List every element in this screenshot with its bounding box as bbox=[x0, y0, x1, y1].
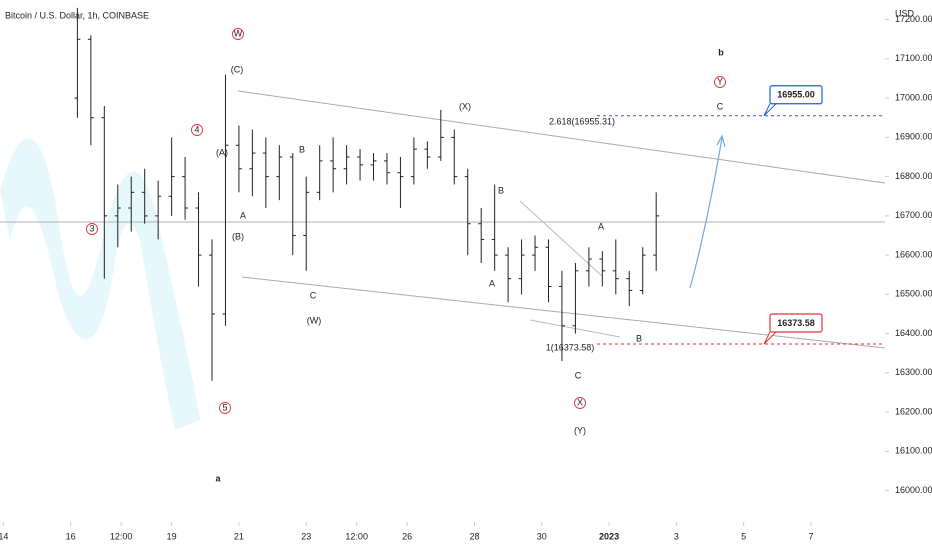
x-tick-label: 12:00 bbox=[110, 531, 133, 541]
level-pointer bbox=[763, 331, 777, 345]
x-tick-label: 28 bbox=[469, 531, 479, 541]
x-tick-label: 30 bbox=[537, 531, 547, 541]
level-label: 16955.00 bbox=[777, 90, 815, 100]
y-tick-label: 16700.00 bbox=[895, 210, 932, 220]
x-tick-label: 2023 bbox=[599, 531, 619, 541]
y-tick-label: 16800.00 bbox=[895, 171, 932, 181]
y-tick-label: 16500.00 bbox=[895, 289, 932, 299]
bars bbox=[74, 7, 660, 381]
x-tick-label: 26 bbox=[402, 531, 412, 541]
wave-label: 4 bbox=[194, 124, 199, 134]
level-pointer bbox=[763, 103, 777, 117]
x-tick-label: 3 bbox=[674, 531, 679, 541]
y-tick-label: 16200.00 bbox=[895, 406, 932, 416]
annotations: W 4 3 5 Y X (C) (A) (B) (W) (X) (Y) B A … bbox=[89, 28, 724, 483]
y-tick-label: 16600.00 bbox=[895, 249, 932, 259]
y-tick-label: 16900.00 bbox=[895, 132, 932, 142]
wave-label: C bbox=[575, 370, 582, 380]
wave-circle bbox=[574, 397, 586, 409]
wave-label: (Y) bbox=[574, 425, 586, 435]
y-tick-label: 17000.00 bbox=[895, 92, 932, 102]
wave-label: (W) bbox=[307, 315, 322, 325]
wave-label: (A) bbox=[216, 147, 228, 157]
fib-label: 2.618(16955.31) bbox=[549, 116, 615, 126]
y-tick-label: 17100.00 bbox=[895, 53, 932, 63]
y-tick-label: 16400.00 bbox=[895, 328, 932, 338]
x-tick-label: 12:00 bbox=[345, 531, 368, 541]
wave-label: (C) bbox=[231, 64, 244, 74]
level-label: 16373.58 bbox=[777, 318, 815, 328]
wave-label: X bbox=[577, 397, 583, 407]
trend-line bbox=[519, 200, 603, 277]
wave-label: A bbox=[489, 278, 495, 288]
wave-label: (X) bbox=[459, 101, 471, 111]
fib-label: 1(16373.58) bbox=[546, 342, 595, 352]
wave-label: B bbox=[636, 333, 642, 343]
y-tick-label: 17200.00 bbox=[895, 14, 932, 24]
y-tick-label: 16100.00 bbox=[895, 446, 932, 456]
wave-label: C bbox=[717, 101, 724, 111]
x-tick-label: 23 bbox=[301, 531, 311, 541]
x-tick-label: 16 bbox=[66, 531, 76, 541]
level-box bbox=[769, 85, 823, 105]
wave-label: B bbox=[498, 185, 504, 195]
wave-label: 5 bbox=[222, 402, 227, 412]
y-axis-label: USD bbox=[895, 8, 915, 18]
wave-label: Y bbox=[717, 76, 723, 86]
channel-upper bbox=[237, 90, 886, 184]
wave-label: 3 bbox=[89, 223, 94, 233]
wave-label: a bbox=[215, 473, 221, 483]
x-tick-label: 19 bbox=[167, 531, 177, 541]
wave-label: A bbox=[240, 210, 246, 220]
x-tick-label: 7 bbox=[808, 531, 813, 541]
wave-circle bbox=[232, 28, 244, 40]
projection-arrow bbox=[689, 137, 723, 289]
wave-label: b bbox=[718, 47, 724, 57]
wave-circle bbox=[714, 76, 726, 88]
wave-circle bbox=[86, 223, 98, 235]
wave-circle bbox=[191, 124, 203, 136]
y-tick-label: 16000.00 bbox=[895, 485, 932, 495]
x-tick-label: 5 bbox=[741, 531, 746, 541]
wave-label: W bbox=[234, 28, 243, 38]
level-box bbox=[769, 313, 823, 333]
arrow-head bbox=[716, 134, 726, 148]
wave-circle bbox=[219, 402, 231, 414]
y-tick-label: 16300.00 bbox=[895, 367, 932, 377]
wave-label: B bbox=[299, 144, 305, 154]
wave-label: (B) bbox=[232, 231, 244, 241]
channel-lower bbox=[241, 276, 886, 349]
watermark bbox=[0, 138, 200, 431]
wave-label: C bbox=[310, 290, 317, 300]
x-tick-label: 14 bbox=[0, 531, 8, 541]
x-tick-label: 21 bbox=[234, 531, 244, 541]
wave-label: A bbox=[598, 221, 604, 231]
